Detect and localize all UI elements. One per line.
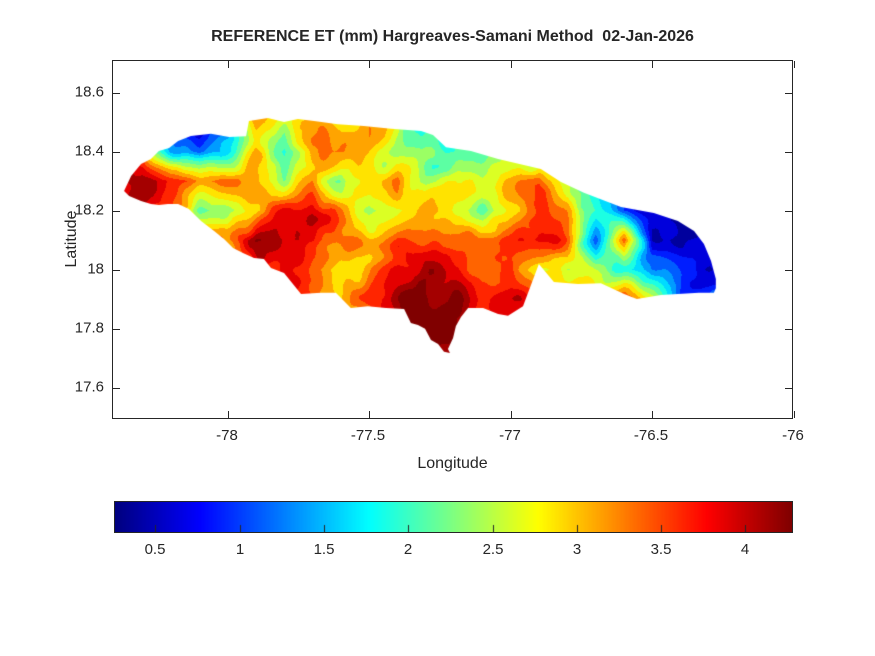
x-tick-label: -78 [216,427,238,444]
chart-title: REFERENCE ET (mm) Hargreaves-Samani Meth… [211,28,694,45]
x-tick [228,411,229,418]
x-tick-label: -76 [782,427,804,444]
colorbar-tick-label: 2.5 [482,541,504,558]
colorbar-gradient [115,502,792,532]
x-tick [369,411,370,418]
y-tick [113,93,120,94]
x-tick [652,411,653,418]
colorbar-tick-label: 3.5 [650,541,672,558]
y-tick-right [785,270,792,271]
jamaica-et-heatmap [113,61,794,420]
y-tick-label: 18.6 [74,83,104,101]
x-tick [794,411,795,418]
colorbar-tick-label: 1.5 [313,541,335,558]
map-axes [112,60,795,420]
y-tick-right [785,152,792,153]
y-tick-label: 18.2 [74,201,104,219]
x-tick-label: -77 [499,427,521,444]
y-tick [113,152,120,153]
y-tick-right [785,211,792,212]
x-tick [511,411,512,418]
y-tick-label: 18 [87,260,104,278]
y-tick-right [785,93,792,94]
y-tick-label: 17.6 [74,378,104,396]
y-tick-right [785,388,792,389]
x-tick-top [652,61,653,68]
colorbar-tick-label: 1 [235,541,245,558]
colorbar-tick-label: 2 [403,541,413,558]
colorbar-tick-label: 0.5 [144,541,166,558]
y-tick-label: 18.4 [74,142,104,160]
x-tick-top [228,61,229,68]
x-axis-label: Longitude [417,455,488,472]
x-tick-label: -76.5 [633,427,669,444]
x-tick-top [794,61,795,68]
y-tick [113,329,120,330]
y-tick-right [785,329,792,330]
colorbar [114,501,793,533]
y-tick [113,270,120,271]
x-tick-top [511,61,512,68]
y-tick-label: 17.8 [74,319,104,337]
colorbar-tick-label: 4 [740,541,750,558]
x-tick-top [369,61,370,68]
x-tick-label: -77.5 [350,427,386,444]
y-tick [113,211,120,212]
y-tick [113,388,120,389]
colorbar-tick-label: 3 [572,541,582,558]
